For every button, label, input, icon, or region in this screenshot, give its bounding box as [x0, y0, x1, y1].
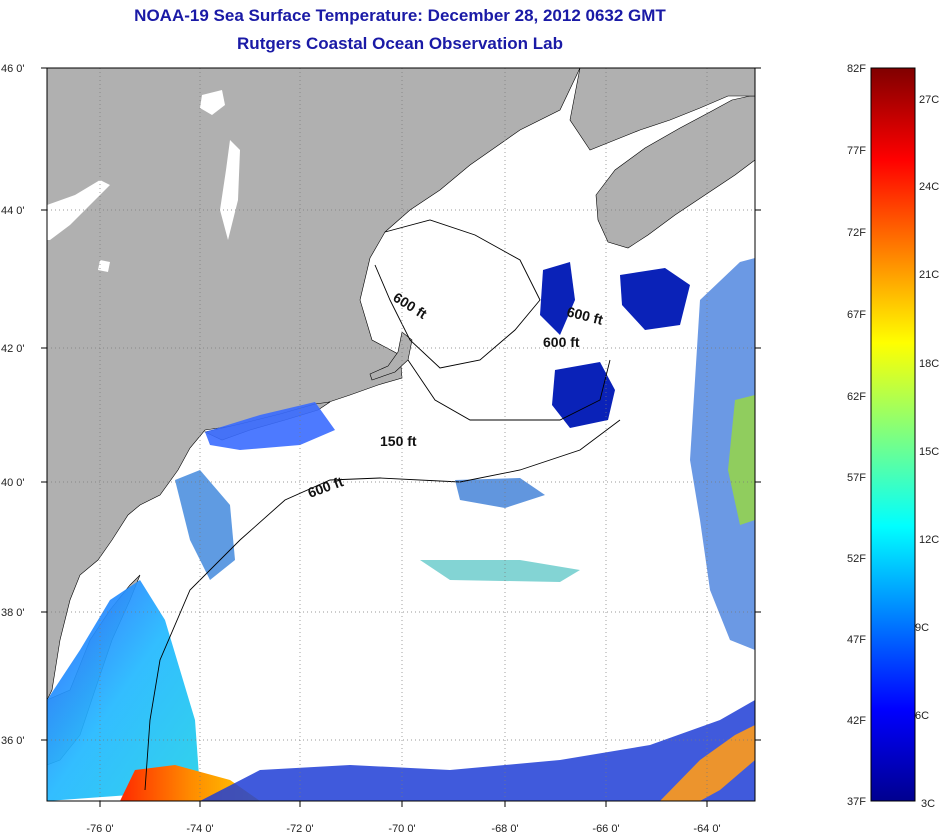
- map-title: NOAA-19 Sea Surface Temperature: Decembe…: [134, 6, 666, 25]
- lon-tick-76: -76 0': [86, 823, 113, 835]
- lat-tick-44: 44 0': [1, 205, 25, 217]
- lake-3: [98, 260, 110, 272]
- colorbar-f-67: 67F: [847, 309, 866, 321]
- isobath-150ft: [407, 359, 611, 421]
- lon-tick-64: -64 0': [693, 823, 720, 835]
- georges-bank-patch: [552, 362, 615, 428]
- eastern-sst-patches: [690, 258, 755, 650]
- colorbar-c-6: 6C: [915, 710, 929, 722]
- colorbar-c-21: 21C: [919, 269, 939, 281]
- colorbar-f-72: 72F: [847, 227, 866, 239]
- lat-tick-38: 38 0': [1, 607, 25, 619]
- colorbar-c-12: 12C: [919, 534, 939, 546]
- southeast-warm-band: [660, 725, 755, 801]
- southern-sst-band: [200, 700, 755, 801]
- isobath-600ft-shelf: [144, 419, 621, 791]
- colorbar-f-62: 62F: [847, 391, 866, 403]
- colorbar-f-52: 52F: [847, 553, 866, 565]
- temperature-colorbar: [870, 67, 916, 802]
- gulf-maine-patch: [540, 262, 575, 335]
- colorbar-f-47: 47F: [847, 634, 866, 646]
- isobath-600ft-north: [374, 219, 541, 369]
- lat-tick-40: 40 0': [1, 477, 25, 489]
- map-subtitle: Rutgers Coastal Ocean Observation Lab: [237, 34, 563, 53]
- mid-shelf-patch: [455, 478, 545, 508]
- map-frame: [46, 67, 756, 802]
- lon-tick-68: -68 0': [491, 823, 518, 835]
- depth-label-150ft: 150 ft: [380, 433, 417, 449]
- lon-tick-66: -66 0': [592, 823, 619, 835]
- nj-shelf-sst: [175, 470, 235, 580]
- colorbar-f-42: 42F: [847, 715, 866, 727]
- coastal-sst-band: [47, 580, 200, 801]
- colorbar-c-18: 18C: [919, 358, 939, 370]
- lon-tick-74: -74 0': [186, 823, 213, 835]
- lake-4: [47, 180, 110, 240]
- lon-tick-72: -72 0': [286, 823, 313, 835]
- lat-tick-46: 46 0': [1, 63, 25, 75]
- colorbar-c-24: 24C: [919, 181, 939, 193]
- lake-1: [200, 90, 225, 115]
- colorbar-c-15: 15C: [919, 446, 939, 458]
- colorbar-c-9: 9C: [915, 622, 929, 634]
- tick-marks: [41, 67, 761, 807]
- land-new-brunswick: [569, 68, 755, 151]
- colorbar-f-37: 37F: [847, 796, 866, 808]
- colorbar-f-82: 82F: [847, 63, 866, 75]
- eastern-warm-streaks: [728, 395, 755, 525]
- lat-tick-36: 36 0': [1, 735, 25, 747]
- colorbar-f-77: 77F: [847, 145, 866, 157]
- long-island-sound-sst: [205, 402, 335, 450]
- lake-2: [220, 140, 240, 240]
- colorbar-c-27: 27C: [919, 94, 939, 106]
- lat-tick-42: 42 0': [1, 343, 25, 355]
- depth-label-600ft-georges: 600 ft: [543, 334, 580, 350]
- lon-tick-70: -70 0': [388, 823, 415, 835]
- nova-scotia-shelf-patch: [620, 268, 690, 330]
- colorbar-f-57: 57F: [847, 472, 866, 484]
- colorbar-c-3: 3C: [921, 798, 935, 810]
- map-plot-area: 600 ft 600 ft 600 ft 150 ft 600 ft: [47, 68, 755, 801]
- slope-streak: [420, 560, 580, 582]
